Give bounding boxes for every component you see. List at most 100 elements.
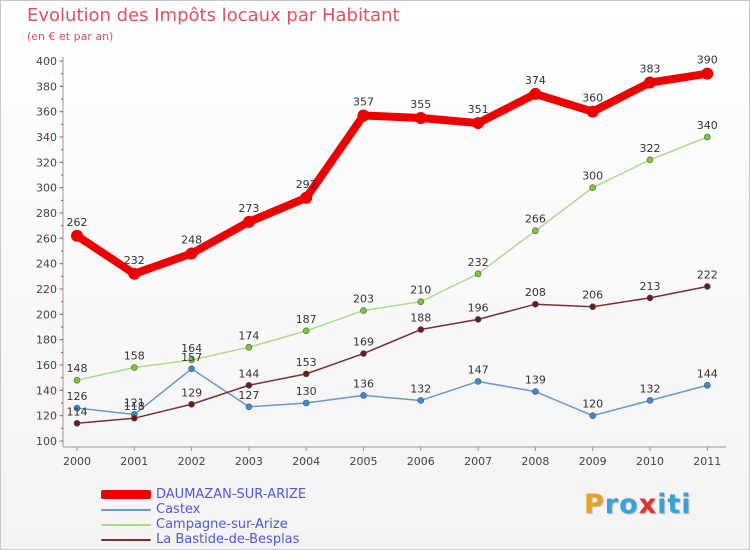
data-label: 357 — [353, 95, 374, 108]
y-tick-label: 160 — [36, 359, 57, 372]
legend-label: La Bastide-de-Besplas — [156, 532, 300, 547]
data-point — [586, 105, 599, 118]
y-tick-label: 400 — [36, 55, 57, 68]
data-point — [300, 191, 313, 204]
data-point — [589, 412, 597, 419]
data-label: 213 — [640, 280, 661, 293]
logo-letter: t — [667, 489, 682, 520]
data-label: 266 — [525, 213, 546, 226]
logo-letter: x — [638, 489, 658, 520]
data-label: 153 — [296, 356, 317, 369]
data-label: 132 — [640, 382, 661, 395]
data-label: 210 — [410, 284, 431, 297]
data-label: 148 — [67, 362, 88, 375]
y-tick-label: 260 — [36, 232, 57, 245]
legend-label: Campagne-sur-Arize — [156, 517, 288, 532]
legend-item: La Bastide-de-Besplas — [101, 532, 306, 547]
series-line — [76, 136, 709, 381]
data-label: 360 — [582, 92, 603, 105]
series-line — [76, 285, 709, 425]
data-label: 187 — [296, 313, 317, 326]
data-point — [529, 87, 542, 100]
y-tick-label: 300 — [36, 182, 57, 195]
x-tick-label: 2003 — [235, 455, 263, 468]
data-point — [188, 400, 195, 408]
legend-swatch — [101, 538, 151, 541]
logo-letter: i — [681, 489, 692, 520]
data-label: 374 — [525, 74, 546, 87]
data-point — [703, 283, 711, 290]
data-point — [131, 364, 138, 371]
data-label: 132 — [410, 382, 431, 395]
data-label: 126 — [67, 390, 88, 403]
legend-label: Castex — [156, 502, 201, 517]
legend-swatch — [101, 523, 151, 526]
data-point — [302, 370, 310, 378]
data-label: 129 — [181, 386, 202, 399]
data-label: 164 — [181, 342, 202, 355]
data-label: 144 — [697, 367, 718, 380]
data-point — [646, 397, 654, 404]
data-label: 300 — [582, 170, 603, 183]
data-point — [414, 112, 427, 124]
data-point — [703, 381, 711, 389]
data-label: 158 — [124, 350, 145, 363]
data-point — [532, 300, 539, 308]
data-point — [357, 109, 370, 122]
y-tick-label: 380 — [36, 80, 57, 93]
x-tick-label: 2011 — [693, 455, 721, 468]
data-point — [701, 67, 714, 80]
data-point — [589, 184, 597, 191]
y-tick-label: 280 — [36, 207, 57, 220]
data-label: 139 — [525, 374, 546, 387]
data-label: 273 — [238, 202, 259, 215]
logo-letter: i — [657, 489, 668, 520]
data-point — [245, 381, 253, 389]
x-tick-label: 2007 — [464, 455, 492, 468]
y-tick-label: 220 — [36, 283, 57, 296]
logo-letter: o — [619, 489, 639, 520]
data-point — [73, 419, 81, 427]
data-label: 262 — [67, 216, 88, 229]
data-point — [703, 133, 711, 141]
chart-subtitle: (en € et par an) — [27, 30, 114, 43]
data-point — [128, 267, 141, 280]
data-label: 383 — [640, 63, 661, 76]
y-tick-label: 180 — [36, 334, 57, 347]
data-point — [417, 326, 425, 333]
data-label: 351 — [468, 103, 489, 116]
data-point — [417, 397, 425, 404]
y-tick-label: 360 — [36, 106, 57, 119]
data-label: 203 — [353, 293, 374, 306]
data-point — [73, 404, 81, 412]
data-point — [245, 403, 253, 411]
chart-title: Evolution des Impôts locaux par Habitant — [27, 5, 400, 26]
y-tick-label: 240 — [36, 258, 57, 271]
logo-letter: r — [604, 489, 620, 520]
data-label: 120 — [582, 398, 603, 411]
data-point — [188, 356, 195, 364]
logo-letter: P — [584, 489, 605, 520]
data-label: 355 — [410, 98, 431, 111]
data-point — [185, 247, 198, 260]
data-point — [302, 327, 310, 335]
legend-swatch — [101, 508, 151, 511]
x-tick-label: 2001 — [120, 455, 148, 468]
x-tick-label: 2009 — [579, 455, 607, 468]
data-label: 340 — [697, 119, 718, 132]
data-label: 157 — [181, 351, 202, 364]
data-point — [188, 365, 195, 373]
x-tick-label: 2004 — [292, 455, 320, 468]
x-tick-label: 2000 — [63, 455, 91, 468]
data-label: 136 — [353, 377, 374, 390]
data-label: 169 — [353, 336, 374, 349]
x-tick-label: 2010 — [636, 455, 664, 468]
legend: DAUMAZAN-SUR-ARIZE Castex Campagne-sur-Ari… — [101, 487, 306, 547]
data-label: 292 — [296, 178, 317, 191]
data-point — [474, 270, 482, 278]
data-label: 196 — [468, 301, 489, 314]
data-point — [474, 378, 482, 385]
data-point — [131, 414, 138, 422]
data-label: 188 — [410, 312, 431, 325]
